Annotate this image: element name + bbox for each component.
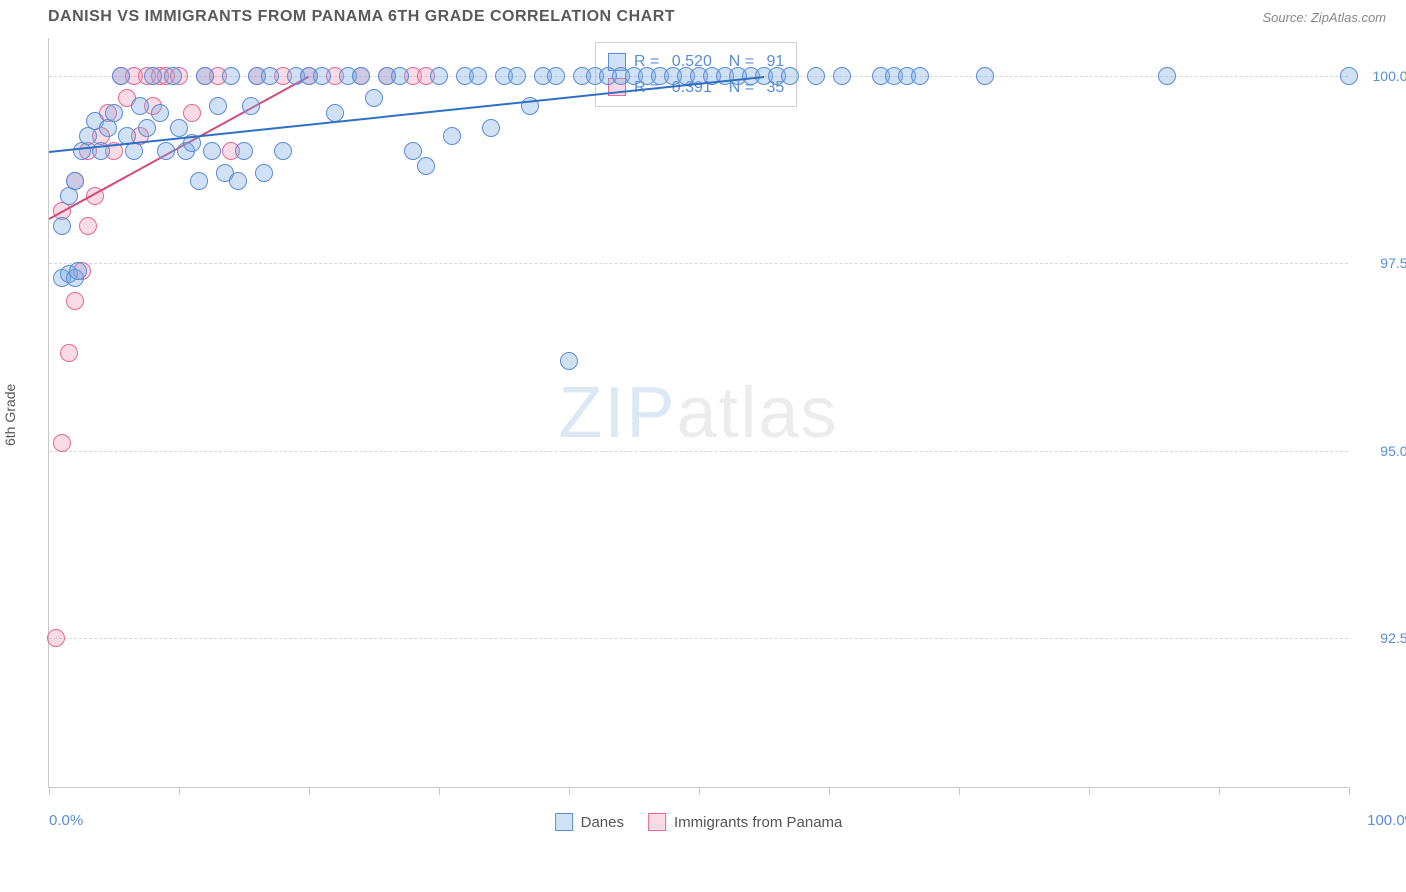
- gridline-h: [49, 638, 1348, 639]
- data-point-danes: [190, 172, 208, 190]
- x-tick-mark: [569, 787, 570, 795]
- data-point-danes: [352, 67, 370, 85]
- data-point-danes: [157, 142, 175, 160]
- legend-item-danes: Danes: [555, 813, 624, 831]
- data-point-danes: [138, 119, 156, 137]
- gridline-h: [49, 263, 1348, 264]
- y-tick-label: 97.5%: [1356, 255, 1406, 271]
- data-point-danes: [911, 67, 929, 85]
- data-point-danes: [482, 119, 500, 137]
- x-axis-max-label: 100.0%: [1367, 812, 1406, 829]
- watermark: ZIPatlas: [558, 372, 838, 454]
- data-point-danes: [469, 67, 487, 85]
- x-tick-mark: [49, 787, 50, 795]
- x-tick-mark: [439, 787, 440, 795]
- data-point-danes: [242, 97, 260, 115]
- data-point-danes: [203, 142, 221, 160]
- data-point-danes: [313, 67, 331, 85]
- chart-title: DANISH VS IMMIGRANTS FROM PANAMA 6TH GRA…: [48, 8, 675, 26]
- data-point-danes: [391, 67, 409, 85]
- x-tick-mark: [699, 787, 700, 795]
- legend-label-danes: Danes: [581, 814, 624, 831]
- data-point-danes: [1158, 67, 1176, 85]
- swatch-panama-bottom: [648, 813, 666, 831]
- data-point-danes: [547, 67, 565, 85]
- series-legend: Danes Immigrants from Panama: [555, 813, 843, 831]
- y-tick-label: 95.0%: [1356, 443, 1406, 459]
- data-point-danes: [560, 352, 578, 370]
- x-axis-min-label: 0.0%: [49, 812, 83, 829]
- x-tick-mark: [829, 787, 830, 795]
- data-point-danes: [170, 119, 188, 137]
- data-point-danes: [508, 67, 526, 85]
- y-axis-title: 6th Grade: [2, 384, 18, 446]
- scatter-plot-area: ZIPatlas R = 0.520 N = 91 R = 0.391 N = …: [48, 38, 1348, 788]
- data-point-danes: [807, 67, 825, 85]
- data-point-danes: [144, 67, 162, 85]
- data-point-danes: [66, 172, 84, 190]
- y-tick-label: 100.0%: [1356, 68, 1406, 84]
- y-tick-label: 92.5%: [1356, 630, 1406, 646]
- data-point-panama: [183, 104, 201, 122]
- legend-item-panama: Immigrants from Panama: [648, 813, 842, 831]
- data-point-panama: [53, 434, 71, 452]
- data-point-danes: [112, 67, 130, 85]
- x-tick-mark: [959, 787, 960, 795]
- data-point-danes: [53, 217, 71, 235]
- data-point-danes: [164, 67, 182, 85]
- data-point-panama: [60, 344, 78, 362]
- data-point-danes: [443, 127, 461, 145]
- data-point-danes: [209, 97, 227, 115]
- swatch-danes-bottom: [555, 813, 573, 831]
- data-point-danes: [229, 172, 247, 190]
- data-point-danes: [151, 104, 169, 122]
- x-tick-mark: [309, 787, 310, 795]
- data-point-danes: [417, 157, 435, 175]
- x-tick-mark: [1089, 787, 1090, 795]
- source-attribution: Source: ZipAtlas.com: [1262, 10, 1386, 25]
- x-tick-mark: [179, 787, 180, 795]
- data-point-danes: [833, 67, 851, 85]
- x-tick-mark: [1349, 787, 1350, 795]
- data-point-panama: [66, 292, 84, 310]
- data-point-danes: [365, 89, 383, 107]
- data-point-danes: [274, 142, 292, 160]
- data-point-danes: [404, 142, 422, 160]
- data-point-danes: [196, 67, 214, 85]
- data-point-danes: [69, 262, 87, 280]
- x-tick-mark: [1219, 787, 1220, 795]
- legend-label-panama: Immigrants from Panama: [674, 814, 842, 831]
- data-point-danes: [976, 67, 994, 85]
- data-point-danes: [222, 67, 240, 85]
- data-point-danes: [261, 67, 279, 85]
- data-point-danes: [781, 67, 799, 85]
- data-point-danes: [1340, 67, 1358, 85]
- data-point-danes: [105, 104, 123, 122]
- data-point-panama: [47, 629, 65, 647]
- data-point-danes: [235, 142, 253, 160]
- data-point-panama: [79, 217, 97, 235]
- gridline-h: [49, 451, 1348, 452]
- data-point-danes: [255, 164, 273, 182]
- data-point-danes: [131, 97, 149, 115]
- data-point-danes: [430, 67, 448, 85]
